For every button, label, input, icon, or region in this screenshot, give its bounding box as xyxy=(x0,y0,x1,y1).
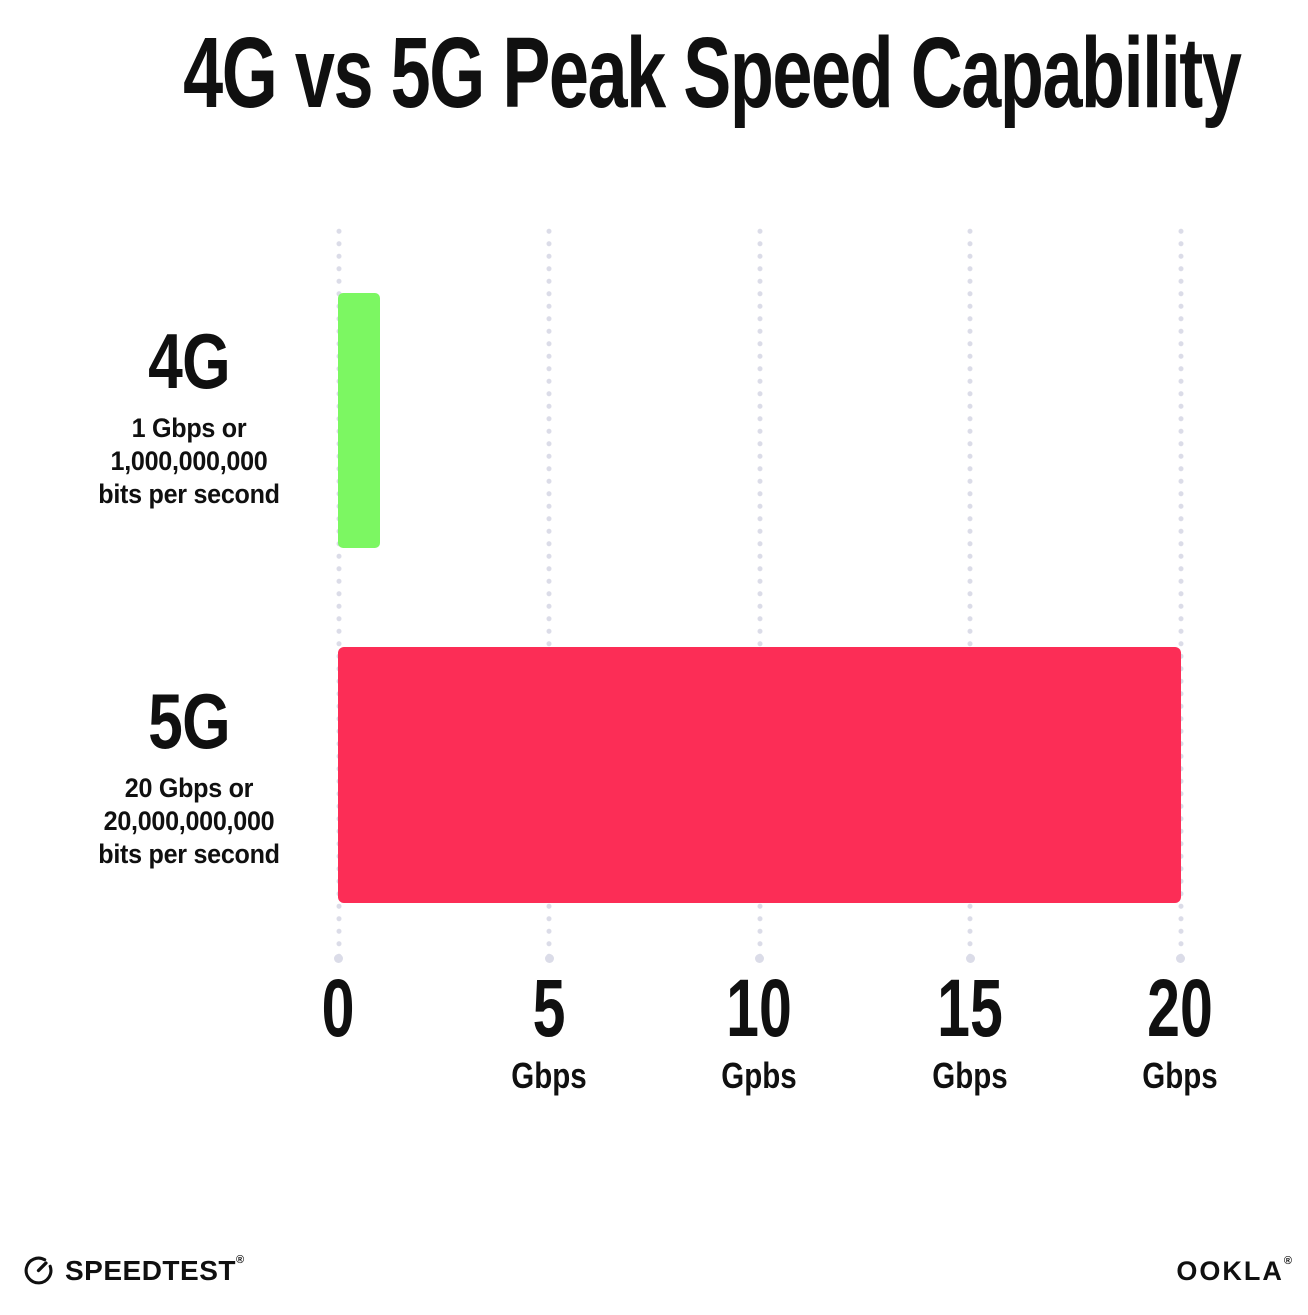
ookla-logo: OOKLA® xyxy=(1176,1255,1292,1286)
ookla-label: OOKLA xyxy=(1176,1256,1284,1286)
speedtest-trademark: ® xyxy=(235,1253,245,1266)
chart-title: 4G vs 5G Peak Speed Capability xyxy=(183,17,1242,129)
x-tick-value: 0 xyxy=(321,963,355,1054)
x-tick-unit: Gbps xyxy=(931,1055,1008,1096)
x-tick-15: 15 Gbps xyxy=(860,968,1080,1094)
row-label-5g: 5G 20 Gbps or 20,000,000,000 bits per se… xyxy=(58,682,320,871)
row-sublabel-line: bits per second xyxy=(98,839,280,869)
x-tick-unit: Gbps xyxy=(510,1055,587,1096)
x-tick-unit: Gbps xyxy=(1142,1055,1218,1096)
x-tick-20: 20 Gbps xyxy=(1070,968,1290,1094)
gridline-20 xyxy=(1176,225,1185,963)
x-tick-10: 10 Gpbs xyxy=(649,968,869,1094)
bar-4g xyxy=(338,293,381,548)
x-tick-value: 10 xyxy=(726,963,792,1054)
x-tick-value: 5 xyxy=(532,963,565,1054)
plot-area xyxy=(334,225,1185,963)
x-tick-unit: Gpbs xyxy=(721,1055,797,1096)
bar-5g xyxy=(338,647,1181,903)
gridline-5 xyxy=(544,225,554,963)
speedtest-label: SPEEDTEST xyxy=(65,1254,236,1286)
row-label-4g: 4G 1 Gbps or 1,000,000,000 bits per seco… xyxy=(58,322,320,511)
row-sublabel-line: 20 Gbps or xyxy=(124,773,254,803)
row-sublabel-4g: 1 Gbps or 1,000,000,000 bits per second xyxy=(67,412,311,511)
row-sublabel-line: 20,000,000,000 xyxy=(103,806,275,836)
speedtest-logo: SPEEDTEST® xyxy=(22,1254,244,1287)
row-sublabel-line: bits per second xyxy=(98,479,280,509)
ookla-trademark: ® xyxy=(1283,1255,1292,1267)
row-sublabel-line: 1 Gbps or xyxy=(131,413,247,443)
ookla-wordmark: OOKLA® xyxy=(1176,1255,1292,1286)
speedtest-gauge-icon xyxy=(24,1256,53,1285)
row-sublabel-5g: 20 Gbps or 20,000,000,000 bits per secon… xyxy=(67,772,311,871)
row-sublabel-line: 1,000,000,000 xyxy=(110,446,268,476)
gridline-0 xyxy=(334,225,343,963)
gridline-10 xyxy=(755,225,764,963)
x-tick-0: 0 xyxy=(228,968,448,1058)
gridline-15 xyxy=(965,225,975,963)
x-tick-value: 20 xyxy=(1147,963,1213,1054)
speedtest-wordmark: SPEEDTEST® xyxy=(65,1253,245,1286)
row-heading-4g: 4G xyxy=(148,317,230,405)
x-tick-5: 5 Gbps xyxy=(439,968,659,1094)
row-heading-5g: 5G xyxy=(148,677,230,765)
x-tick-value: 15 xyxy=(936,963,1003,1054)
